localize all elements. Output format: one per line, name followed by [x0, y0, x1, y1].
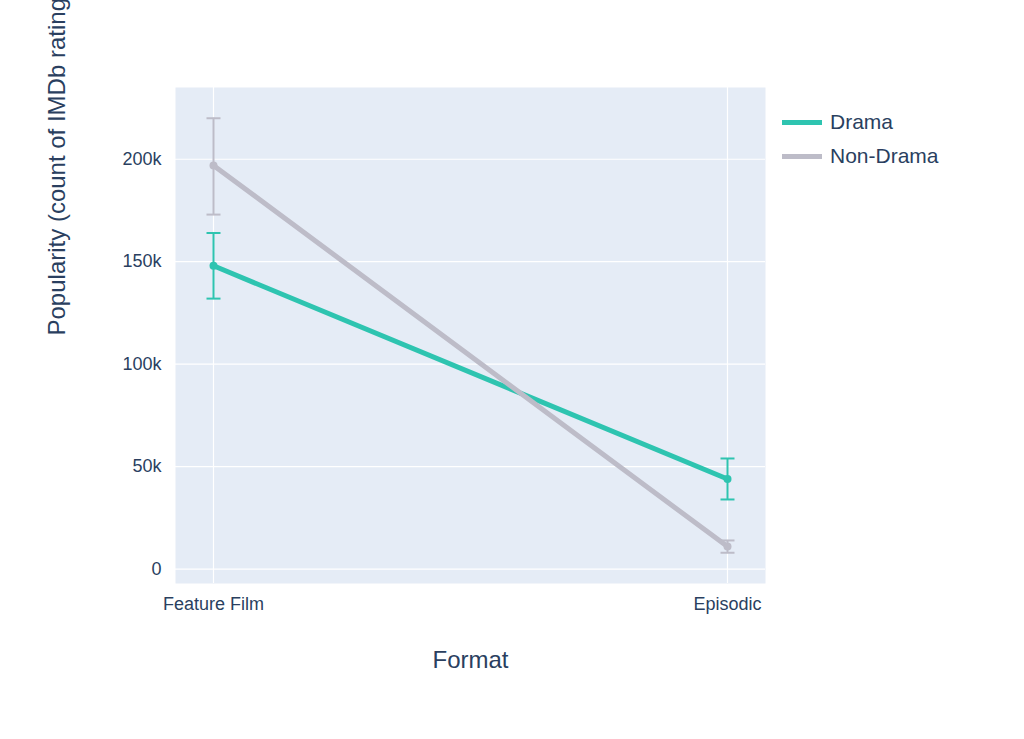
svg-text:Episodic: Episodic	[693, 594, 761, 614]
svg-text:Popularity (count of IMDb rati: Popularity (count of IMDb ratings)	[43, 0, 70, 336]
svg-text:50k: 50k	[132, 456, 162, 476]
html-text:Drama: Drama	[830, 110, 893, 133]
html-text:Non-Drama: Non-Drama	[830, 144, 939, 167]
svg-text:200k: 200k	[122, 149, 162, 169]
svg-text:100k: 100k	[122, 354, 162, 374]
svg-text:Format: Format	[432, 646, 508, 673]
svg-text:150k: 150k	[122, 251, 162, 271]
svg-text:Feature Film: Feature Film	[163, 594, 264, 614]
svg-text:0: 0	[151, 559, 161, 579]
